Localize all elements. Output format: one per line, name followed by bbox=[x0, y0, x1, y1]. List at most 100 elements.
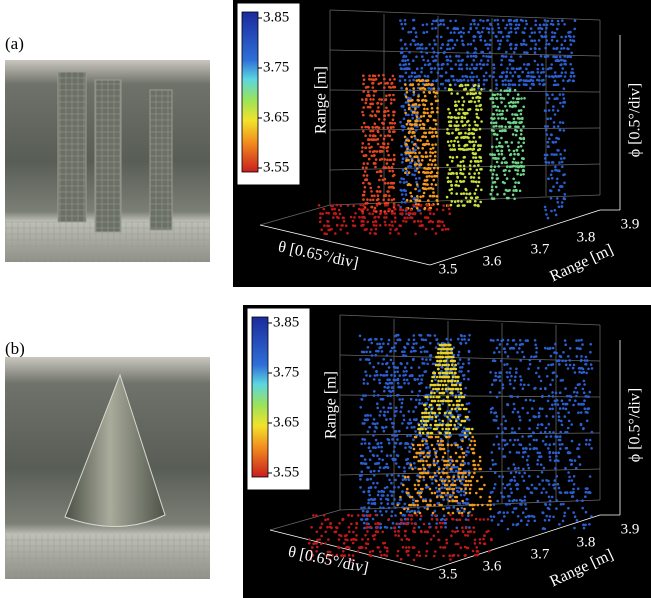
point bbox=[498, 153, 501, 156]
point bbox=[585, 443, 588, 446]
point bbox=[364, 534, 367, 537]
point bbox=[427, 199, 430, 202]
point bbox=[394, 410, 397, 413]
point bbox=[459, 518, 462, 521]
point bbox=[345, 224, 348, 227]
point bbox=[424, 64, 427, 67]
point bbox=[458, 351, 461, 354]
point bbox=[386, 162, 389, 165]
point bbox=[410, 518, 413, 521]
point bbox=[550, 133, 553, 136]
point bbox=[364, 442, 367, 445]
point bbox=[380, 134, 383, 137]
point bbox=[461, 482, 464, 485]
point bbox=[427, 420, 430, 423]
point bbox=[394, 530, 397, 533]
point bbox=[388, 224, 391, 227]
point bbox=[404, 136, 407, 139]
point bbox=[410, 84, 413, 87]
point bbox=[461, 404, 464, 407]
point bbox=[466, 450, 469, 453]
point bbox=[527, 464, 530, 467]
point bbox=[452, 476, 455, 479]
point bbox=[415, 155, 418, 158]
point bbox=[552, 105, 555, 108]
point bbox=[383, 78, 386, 81]
point bbox=[504, 27, 507, 30]
point bbox=[524, 80, 527, 83]
point bbox=[511, 431, 514, 434]
point bbox=[501, 125, 504, 128]
point bbox=[489, 75, 492, 78]
point bbox=[417, 139, 420, 142]
point bbox=[493, 487, 496, 490]
point bbox=[433, 392, 436, 395]
point bbox=[404, 476, 407, 479]
point bbox=[374, 523, 377, 526]
point bbox=[441, 492, 444, 495]
point bbox=[517, 439, 520, 442]
point bbox=[429, 195, 432, 198]
point bbox=[456, 508, 459, 511]
point bbox=[561, 360, 564, 363]
point bbox=[461, 108, 464, 111]
point bbox=[564, 101, 567, 104]
point bbox=[364, 186, 367, 189]
point bbox=[422, 460, 425, 463]
point bbox=[413, 546, 416, 549]
point bbox=[383, 467, 386, 470]
point bbox=[490, 122, 493, 125]
point bbox=[443, 372, 446, 375]
point bbox=[438, 468, 441, 471]
point bbox=[324, 531, 327, 534]
point bbox=[382, 142, 385, 145]
point bbox=[359, 358, 362, 361]
point bbox=[464, 436, 467, 439]
point bbox=[380, 374, 383, 377]
point bbox=[528, 467, 531, 470]
point bbox=[508, 35, 511, 38]
point bbox=[435, 123, 438, 126]
colorbar-title: Range [m] bbox=[323, 371, 340, 439]
point bbox=[374, 166, 377, 169]
point bbox=[484, 40, 487, 43]
point bbox=[473, 136, 476, 139]
point bbox=[525, 447, 528, 450]
point bbox=[469, 492, 472, 495]
point bbox=[453, 140, 456, 143]
point bbox=[469, 488, 472, 491]
point bbox=[396, 504, 399, 507]
point bbox=[362, 106, 365, 109]
point bbox=[386, 466, 389, 469]
point bbox=[529, 419, 532, 422]
point bbox=[514, 467, 517, 470]
point bbox=[365, 166, 368, 169]
point bbox=[408, 171, 411, 174]
point bbox=[542, 487, 545, 490]
point bbox=[454, 184, 457, 187]
point bbox=[362, 194, 365, 197]
point bbox=[431, 228, 434, 231]
point bbox=[523, 63, 526, 66]
point bbox=[417, 83, 420, 86]
point bbox=[396, 438, 399, 441]
point bbox=[477, 160, 480, 163]
point bbox=[460, 31, 463, 34]
point bbox=[558, 189, 561, 192]
point bbox=[522, 447, 525, 450]
point bbox=[479, 156, 482, 159]
point bbox=[437, 167, 440, 170]
point bbox=[543, 83, 546, 86]
point bbox=[398, 466, 401, 469]
point bbox=[416, 115, 419, 118]
point bbox=[551, 31, 554, 34]
point bbox=[529, 35, 532, 38]
point bbox=[414, 512, 417, 515]
point bbox=[411, 346, 414, 349]
point bbox=[459, 414, 462, 417]
point bbox=[419, 124, 422, 127]
point bbox=[455, 452, 458, 455]
point bbox=[425, 416, 428, 419]
point bbox=[561, 67, 564, 70]
point bbox=[538, 31, 541, 34]
